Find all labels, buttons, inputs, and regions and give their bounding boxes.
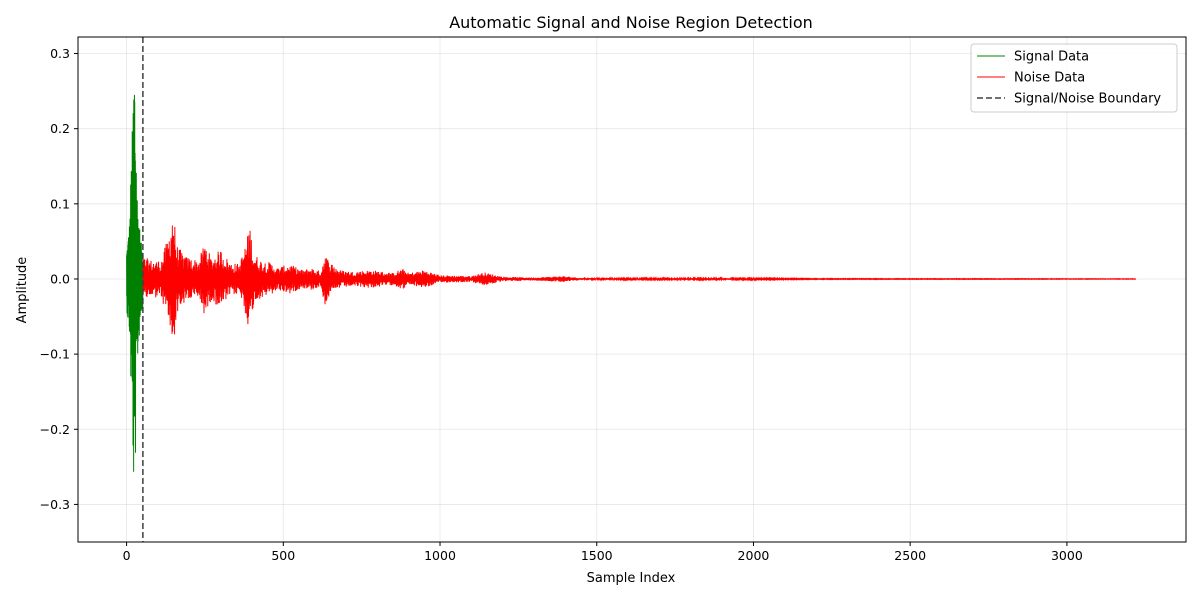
- y-tick-label: −0.3: [40, 497, 70, 512]
- y-tick-label: 0.3: [50, 46, 70, 61]
- legend-label: Signal Data: [1014, 50, 1089, 65]
- axes-frame: [77, 36, 1187, 543]
- x-tick-label: 0: [123, 548, 131, 563]
- x-tick-label: 3000: [1051, 548, 1083, 563]
- axes: 0 500 1000 1500 2000 2500 3000 −0.3 −0.2 −0.1 0.0 0…: [40, 36, 1187, 563]
- series-line-noise-data: [142, 225, 1137, 335]
- legend-label: Signal/Noise Boundary: [1014, 92, 1161, 107]
- legend: Signal Data Noise Data Signal/Noise Bounda…: [970, 43, 1178, 113]
- y-tick-label: −0.2: [40, 422, 70, 437]
- x-tick-label: 1000: [424, 548, 456, 563]
- legend-label: Noise Data: [1014, 71, 1085, 86]
- chart-title: Automatic Signal and Noise Region Detect…: [449, 13, 813, 32]
- y-tick-label: 0.2: [50, 121, 70, 136]
- x-tick-label: 500: [271, 548, 295, 563]
- y-tick-label: 0.1: [50, 196, 70, 211]
- x-axis-label: Sample Index: [587, 571, 676, 586]
- x-tick-label: 2500: [894, 548, 926, 563]
- y-tick-label: 0.0: [50, 271, 70, 286]
- x-tick-label: 2000: [738, 548, 770, 563]
- y-tick-label: −0.1: [40, 347, 70, 362]
- plot-area: [126, 37, 1137, 542]
- series-line-signal-data: [126, 94, 144, 472]
- legend-box: [970, 43, 1178, 113]
- y-axis-label: Amplitude: [15, 257, 30, 324]
- x-tick-label: 1500: [581, 548, 613, 563]
